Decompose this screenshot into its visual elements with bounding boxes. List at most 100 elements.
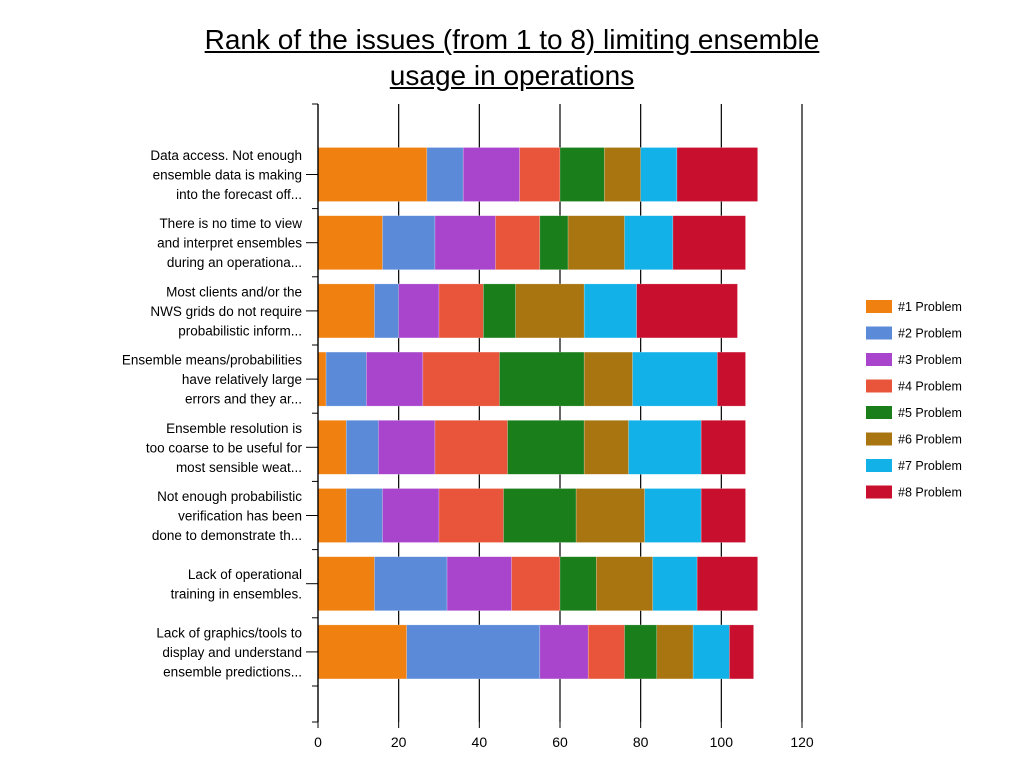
bar-segment xyxy=(483,283,516,339)
category-label: Lack of graphics/tools to xyxy=(156,625,302,640)
bar-segment xyxy=(656,624,694,680)
category-label: Data access. Not enough xyxy=(150,148,302,163)
bar-segment xyxy=(583,351,633,407)
x-tick-label: 40 xyxy=(472,734,488,750)
bar-segment xyxy=(317,488,347,543)
bar-segment xyxy=(503,488,577,543)
legend-label: #2 Problem xyxy=(898,327,962,341)
category-label: have relatively large xyxy=(182,372,302,387)
chart-title-line-2: usage in operations xyxy=(389,60,635,91)
legend-swatch xyxy=(866,353,892,366)
legend-label: #4 Problem xyxy=(898,380,962,394)
legend: #1 Problem #2 Problem #3 Problem #4 Problem… xyxy=(866,300,962,500)
bar-segment xyxy=(434,419,508,475)
category-label: probabilistic inform... xyxy=(178,323,302,338)
legend-label: #3 Problem xyxy=(898,353,962,367)
category-label: There is no time to view xyxy=(159,216,302,231)
bar-segment xyxy=(374,556,448,612)
legend-swatch xyxy=(866,459,892,472)
bar-segment xyxy=(519,147,561,202)
legend-swatch xyxy=(866,432,892,446)
category-label: Ensemble resolution is xyxy=(166,421,302,436)
bar-segment xyxy=(426,147,464,202)
bar-segment xyxy=(624,215,674,270)
bar-segment xyxy=(438,488,504,543)
bar-segment xyxy=(716,351,746,407)
bar-segment xyxy=(636,283,738,339)
category-labels: Data access. Not enough ensemble data is … xyxy=(122,148,303,679)
category-label: ensemble predictions... xyxy=(163,664,302,679)
category-label: ensemble data is making xyxy=(153,168,302,183)
bar-segment xyxy=(696,556,758,612)
bar-segment xyxy=(382,488,440,543)
gridlines xyxy=(398,104,803,722)
bar-segment xyxy=(567,215,625,270)
bars xyxy=(317,147,758,680)
category-label: NWS grids do not require xyxy=(150,304,302,319)
bar-segment xyxy=(539,624,589,680)
bar-segment xyxy=(604,147,641,202)
legend-label: #6 Problem xyxy=(898,433,962,447)
bar-segment xyxy=(317,556,375,612)
legend-swatch xyxy=(866,406,892,419)
category-label: Most clients and/or the xyxy=(166,284,302,299)
bar-segment xyxy=(595,556,654,612)
bar-segment xyxy=(587,624,625,680)
bar-segment xyxy=(676,147,758,202)
bar-segment xyxy=(317,215,383,270)
category-label: into the forecast off... xyxy=(176,187,302,202)
bar-segment xyxy=(515,283,585,339)
legend-label: #7 Problem xyxy=(898,459,962,473)
bar-segment xyxy=(624,624,658,680)
category-label: Ensemble means/probabilities xyxy=(122,353,302,368)
bar-segment xyxy=(644,488,702,543)
bar-segment xyxy=(583,283,637,339)
bar-segment xyxy=(559,556,597,612)
bar-segment xyxy=(446,556,512,612)
x-tick-label: 120 xyxy=(790,734,814,750)
chart-title: Rank of the issues (from 1 to 8) limitin… xyxy=(0,22,1024,94)
x-tick-label: 20 xyxy=(391,734,407,750)
bar-segment xyxy=(628,419,702,475)
bar-segment xyxy=(317,419,347,475)
legend-swatch xyxy=(866,379,892,393)
category-label: errors and they ar... xyxy=(185,392,302,407)
bar-segment xyxy=(317,283,375,339)
bar-segment xyxy=(317,147,428,202)
x-tick-label: 0 xyxy=(314,734,322,750)
category-label: display and understand xyxy=(162,645,302,660)
bar-segment xyxy=(583,419,629,475)
bar-segment xyxy=(438,283,484,339)
legend-swatch xyxy=(866,300,892,313)
bar-segment xyxy=(507,419,585,475)
category-label: Not enough probabilistic xyxy=(157,489,302,504)
bar-segment xyxy=(378,419,436,475)
bar-segment xyxy=(672,215,746,270)
x-tick-label: 60 xyxy=(552,734,568,750)
bar-segment xyxy=(398,283,440,339)
bar-segment xyxy=(345,488,383,543)
bar-segment xyxy=(317,624,408,680)
category-label: Lack of operational xyxy=(188,567,302,582)
bar-segment xyxy=(632,351,718,407)
category-label: and interpret ensembles xyxy=(157,236,302,251)
legend-swatch xyxy=(866,485,892,499)
bar-segment xyxy=(317,351,327,407)
bar-segment xyxy=(499,351,585,407)
bar-segment xyxy=(692,624,730,680)
category-label: verification has been xyxy=(178,509,302,524)
legend-label: #1 Problem xyxy=(898,300,962,314)
legend-swatch xyxy=(866,326,892,340)
bar-segment xyxy=(345,419,379,475)
x-tick-label: 100 xyxy=(710,734,734,750)
legend-label: #8 Problem xyxy=(898,486,962,500)
bar-segment xyxy=(539,215,569,270)
bar-segment xyxy=(422,351,500,407)
bar-segment xyxy=(382,215,436,270)
bar-segment xyxy=(374,283,399,339)
bar-segment xyxy=(700,488,746,543)
bar-segment xyxy=(495,215,541,270)
axes: 0 20 40 60 80 100 120 xyxy=(306,103,814,750)
bar-segment xyxy=(325,351,367,407)
